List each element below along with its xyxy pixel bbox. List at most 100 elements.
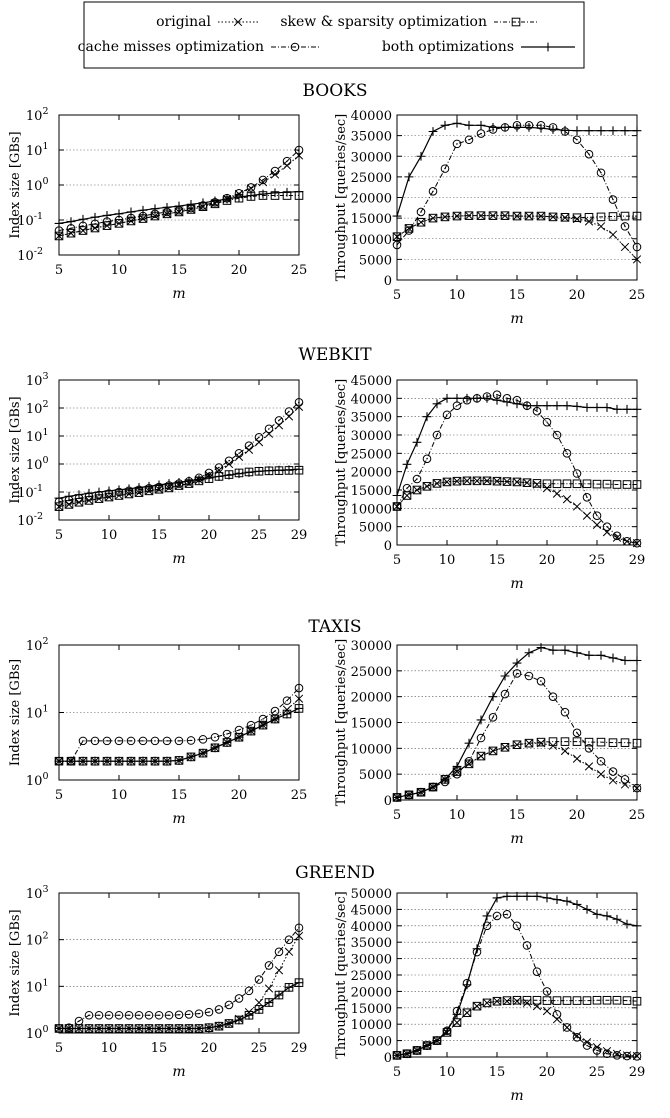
data-point-both-optimizations	[452, 393, 462, 403]
data-point-both-optimizations	[294, 464, 304, 474]
data-point-both-optimizations	[440, 774, 450, 784]
data-point-cache-misses-optimization	[592, 1046, 602, 1055]
series-cache-misses-optimization	[392, 669, 642, 802]
data-point-both-optimizations	[124, 484, 134, 494]
data-point-skew-sparsity-optimization	[552, 996, 562, 1005]
data-point-cache-misses-optimization	[224, 456, 234, 466]
data-point-skew-sparsity-optimization	[612, 480, 622, 489]
data-point-skew-sparsity-optimization	[542, 479, 552, 489]
y-tick-label: 40000	[351, 920, 392, 935]
data-point-both-optimizations	[412, 1046, 422, 1055]
data-point-cache-misses-optimization	[114, 1010, 124, 1020]
plot-frame	[58, 379, 300, 521]
data-point-original	[612, 533, 622, 542]
data-point-cache-misses-optimization	[404, 226, 414, 235]
data-point-skew-sparsity-optimization	[522, 995, 532, 1005]
data-point-cache-misses-optimization-center	[298, 149, 300, 151]
data-point-both-optimizations	[254, 466, 264, 476]
data-point-cache-misses-optimization-center	[636, 246, 638, 248]
legend-label-cache: cache misses optimization	[78, 39, 264, 55]
data-point-cache-misses-optimization-center	[262, 179, 264, 181]
data-point-both-optimizations	[84, 488, 94, 498]
data-point-cache-misses-optimization-center	[408, 229, 410, 232]
data-point-both-optimizations	[592, 403, 602, 412]
data-point-skew-sparsity-optimization	[536, 211, 546, 221]
data-point-cache-misses-optimization-center	[564, 711, 566, 713]
data-point-original	[552, 489, 562, 498]
series-line-original	[58, 155, 300, 237]
data-point-cache-misses-optimization	[596, 168, 606, 178]
data-point-cache-misses-optimization	[536, 676, 546, 686]
x-tick-label: 10	[101, 528, 118, 543]
data-point-both-optimizations	[270, 714, 280, 724]
data-point-cache-misses-optimization	[150, 736, 160, 746]
data-point-original	[572, 1031, 582, 1040]
data-point-cache-misses-optimization-center	[606, 525, 608, 528]
data-point-both-optimizations	[114, 756, 124, 766]
data-point-both-optimizations	[114, 485, 124, 495]
data-point-cache-misses-optimization	[476, 129, 486, 138]
data-point-skew-sparsity-optimization	[502, 996, 512, 1005]
data-point-skew-sparsity-optimization	[492, 476, 502, 486]
data-point-both-optimizations	[548, 645, 558, 655]
y-tick-label: 25000	[351, 969, 392, 984]
data-point-both-optimizations	[522, 401, 532, 411]
data-point-cache-misses-optimization	[264, 961, 274, 970]
data-point-cache-misses-optimization-center	[596, 514, 598, 517]
data-point-skew-sparsity-optimization	[582, 996, 592, 1005]
data-point-both-optimizations	[572, 402, 582, 411]
data-point-original	[492, 997, 502, 1006]
data-point-cache-misses-optimization-center	[118, 219, 120, 221]
data-point-cache-misses-optimization	[632, 783, 642, 793]
x-tick-label: 10	[111, 788, 128, 803]
data-point-both-optimizations	[632, 921, 642, 931]
data-point-cache-misses-optimization-center	[298, 687, 300, 689]
data-point-both-optimizations	[442, 1026, 452, 1036]
y-tick-label: 20000	[351, 985, 392, 1000]
data-point-skew-sparsity-optimization	[562, 996, 572, 1005]
data-point-both-optimizations	[264, 466, 274, 476]
y-axis-label: Index size [GBs]	[8, 909, 23, 1016]
data-point-cache-misses-optimization-center	[274, 170, 276, 172]
data-point-skew-sparsity-optimization	[462, 476, 472, 486]
data-point-cache-misses-optimization	[126, 736, 136, 746]
data-point-both-optimizations	[562, 896, 572, 906]
data-point-original	[464, 759, 474, 768]
data-point-both-optimizations	[234, 469, 244, 479]
data-point-cache-misses-optimization-center	[496, 393, 498, 396]
data-point-cache-misses-optimization-center	[426, 458, 428, 460]
x-tick-label: 10	[439, 553, 456, 568]
y-axis-label: Index size [GBs]	[8, 131, 23, 238]
data-point-skew-sparsity-optimization	[440, 212, 450, 222]
data-point-cache-misses-optimization	[442, 410, 452, 420]
data-point-cache-misses-optimization	[416, 207, 426, 217]
y-tick-label: 0	[384, 539, 392, 554]
data-point-cache-misses-optimization-center	[636, 787, 638, 789]
data-point-both-optimizations	[284, 982, 294, 992]
data-point-cache-misses-optimization	[572, 1033, 582, 1042]
data-point-both-optimizations	[184, 1024, 194, 1033]
y-tick-label: 5000	[359, 521, 392, 536]
books-index-size-chart: 10-2 10-1 100 101 102 5 10 15 20 25 m Index size [G…	[8, 106, 307, 302]
x-tick-label: 20	[539, 1065, 556, 1080]
data-point-cache-misses-optimization-center	[238, 452, 240, 455]
legend-marker-original	[233, 17, 243, 27]
data-point-cache-misses-optimization-center	[586, 496, 588, 499]
data-point-cache-misses-optimization-center	[566, 1026, 568, 1029]
data-point-cache-misses-optimization-center	[278, 419, 280, 422]
data-point-skew-sparsity-optimization	[620, 211, 630, 221]
y-axis-label: Throughput [queries/sec]	[334, 379, 349, 547]
y-tick-label: 103	[26, 371, 49, 389]
data-point-both-optimizations	[512, 658, 522, 668]
y-tick-label: 15000	[351, 212, 392, 227]
data-point-original	[596, 222, 606, 231]
data-point-both-optimizations	[184, 476, 194, 486]
data-point-both-optimizations	[294, 187, 304, 196]
data-point-both-optimizations	[144, 481, 154, 491]
y-tick-label: 102	[26, 931, 49, 949]
data-point-both-optimizations	[562, 401, 572, 411]
data-point-cache-misses-optimization-center	[446, 414, 448, 416]
data-point-cache-misses-optimization-center	[626, 540, 628, 543]
data-point-cache-misses-optimization-center	[504, 693, 506, 695]
